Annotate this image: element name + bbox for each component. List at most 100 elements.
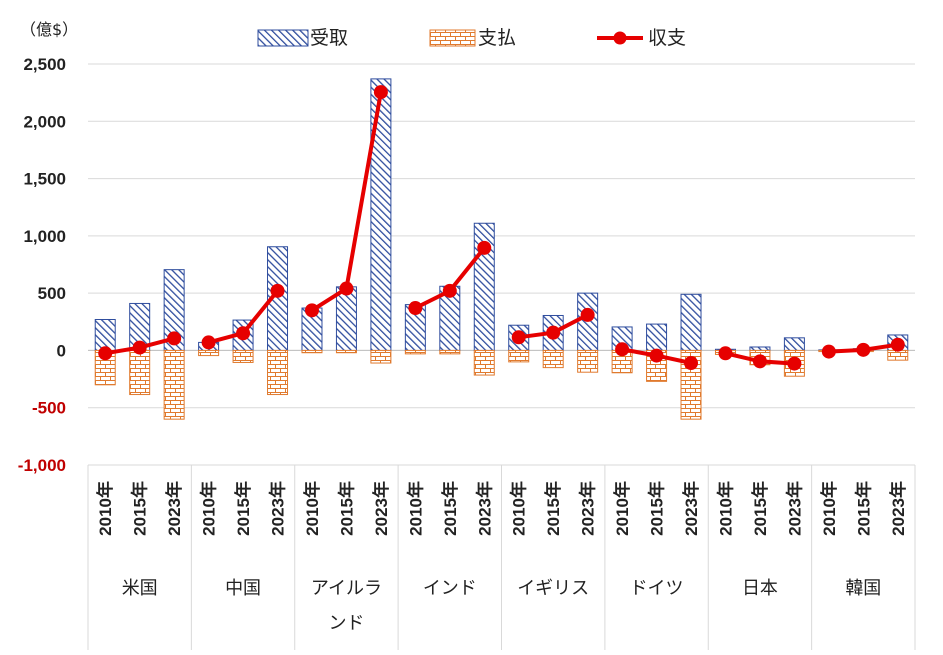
bar-payments — [198, 349, 220, 357]
balance-point — [132, 340, 147, 355]
year-label: 2010年 — [199, 481, 219, 536]
country-label: アイルラ — [311, 578, 382, 599]
balance-point — [339, 281, 354, 296]
legend-item-receipts: 受取 — [257, 27, 348, 49]
bar-payments — [267, 349, 289, 396]
year-label: 2015年 — [543, 481, 563, 536]
y-tick-label: 2,000 — [23, 112, 66, 131]
year-label: 2023年 — [578, 481, 598, 536]
balance-point — [684, 356, 699, 371]
bar-payments — [335, 349, 357, 354]
balance-point — [304, 303, 319, 318]
y-tick-label: 0 — [57, 341, 66, 360]
bar-receipts — [94, 318, 116, 351]
legend-label-receipts: 受取 — [310, 27, 348, 49]
bar-payments — [301, 349, 323, 354]
legend: 受取 支払 収支 — [257, 27, 686, 49]
y-tick-label: 1,000 — [23, 227, 66, 246]
balance-point — [98, 346, 113, 361]
year-label: 2015年 — [647, 481, 667, 536]
year-label: 2010年 — [612, 481, 632, 536]
year-label: 2023年 — [888, 481, 908, 536]
year-label: 2023年 — [474, 481, 494, 536]
legend-item-payments: 支払 — [429, 27, 516, 49]
legend-swatch-payments — [429, 29, 476, 47]
bars — [94, 78, 909, 420]
year-label: 2010年 — [819, 481, 839, 536]
y-tick-label: 2,500 — [23, 55, 66, 74]
country-label: 中国 — [225, 578, 261, 599]
bar-payments — [370, 349, 392, 364]
country-label: ンド — [328, 613, 364, 634]
country-label: 日本 — [742, 578, 778, 599]
balance-point — [236, 326, 251, 341]
country-label: ドイツ — [630, 578, 684, 599]
balance-point — [408, 301, 423, 316]
balance-point — [270, 283, 285, 298]
gridlines — [88, 63, 915, 466]
balance-point — [787, 356, 802, 371]
balance-point — [649, 348, 664, 363]
balance-point — [167, 331, 182, 346]
bar-receipts — [335, 286, 357, 351]
balance-point — [546, 325, 561, 340]
bar-payments — [129, 349, 151, 396]
legend-swatch-balance-marker — [613, 31, 627, 45]
y-tick-label: 500 — [38, 284, 66, 303]
legend-swatch-receipts — [257, 29, 309, 47]
legend-label-payments: 支払 — [478, 27, 516, 49]
y-tick-label: 1,500 — [23, 170, 66, 189]
bar-payments — [508, 349, 530, 363]
balance-point — [821, 344, 836, 359]
bar-payments — [163, 349, 185, 420]
balance-line — [98, 85, 905, 371]
bar-payments — [404, 349, 426, 355]
balance-point — [718, 346, 733, 361]
country-label: インド — [423, 578, 477, 599]
balance-point — [442, 283, 457, 298]
legend-label-balance: 収支 — [648, 27, 686, 49]
year-label: 2015年 — [440, 481, 460, 536]
year-label: 2023年 — [268, 481, 288, 536]
bar-receipts — [749, 346, 771, 351]
balance-point — [752, 354, 767, 369]
bar-receipts — [646, 323, 668, 351]
balance-point — [856, 342, 871, 357]
y-axis-tick-labels: 2,500 2,000 1,500 1,000 500 0 -500 -1,000 — [18, 55, 66, 475]
year-label: 2023年 — [164, 481, 184, 536]
bar-receipts — [783, 337, 805, 351]
year-label: 2015年 — [336, 481, 356, 536]
year-label: 2015年 — [233, 481, 253, 536]
country-label: 米国 — [122, 578, 158, 599]
country-label: イギリス — [517, 578, 589, 599]
balance-point — [201, 335, 216, 350]
bar-receipts — [370, 78, 392, 351]
year-label: 2010年 — [715, 481, 735, 536]
bar-payments — [887, 349, 909, 361]
year-label: 2015年 — [130, 481, 150, 536]
bar-payments — [542, 349, 564, 369]
year-label: 2023年 — [784, 481, 804, 536]
balance-point — [890, 337, 905, 352]
y-axis-unit-label: （億$） — [20, 20, 78, 39]
balance-point — [615, 342, 630, 357]
bar-payments — [232, 349, 254, 363]
bar-receipts — [680, 293, 702, 351]
balance-point — [477, 240, 492, 255]
year-label: 2010年 — [95, 481, 115, 536]
year-label: 2015年 — [750, 481, 770, 536]
bar-payments — [473, 349, 495, 376]
balance-point — [511, 330, 526, 345]
bar-payments — [439, 349, 461, 355]
year-label: 2023年 — [681, 481, 701, 536]
country-label: 韓国 — [845, 578, 881, 599]
year-label: 2010年 — [405, 481, 425, 536]
balance-point — [580, 307, 595, 322]
legend-item-balance: 収支 — [597, 27, 686, 49]
y-tick-label: -500 — [32, 399, 66, 418]
year-label: 2023年 — [371, 481, 391, 536]
y-tick-label: -1,000 — [18, 456, 66, 475]
year-label: 2010年 — [302, 481, 322, 536]
